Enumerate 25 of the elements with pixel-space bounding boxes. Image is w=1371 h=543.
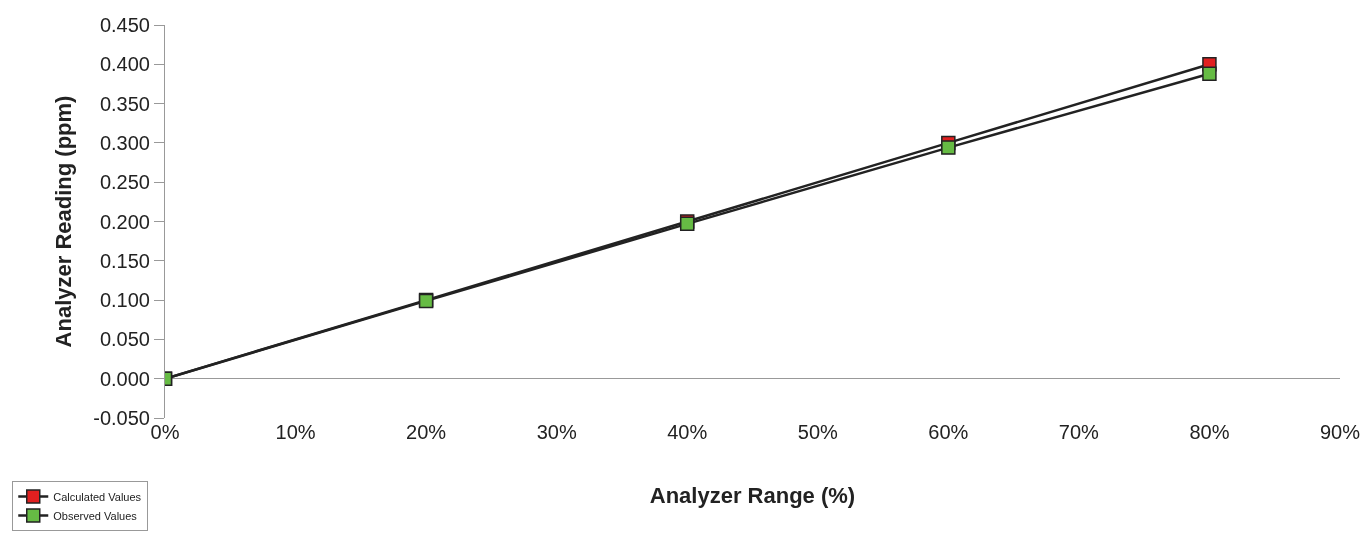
x-tick-label: 0% [150,421,180,443]
y-tick-label: 0.350 [99,92,150,115]
x-tick-label: 30% [536,421,577,443]
legend-label: Calculated Values [53,490,142,503]
y-tick-label: 0.300 [99,131,150,154]
x-tick-label: 90% [1319,421,1361,443]
y-tick-label: -0.050 [93,407,150,429]
y-axis-title: Analyzer Reading (ppm) [51,95,77,348]
x-tick-label: 70% [1058,421,1100,443]
y-tick-label: 0.000 [99,367,150,390]
legend-label: Observed Values [53,509,138,522]
y-tick-label: 0.450 [99,14,150,36]
x-tick-label: 60% [928,421,969,443]
x-tick-label: 10% [275,421,316,443]
y-tick-label: 0.100 [99,289,150,312]
y-tick-label: 0.400 [99,53,150,76]
x-tick-label: 80% [1189,421,1230,443]
y-tick-label: 0.200 [99,210,150,233]
x-tick-label: 50% [797,421,839,443]
x-tick-label: 20% [406,421,447,443]
y-tick-label: 0.250 [99,171,150,194]
x-axis-title: Analyzer Range (%) [649,482,856,508]
y-tick-label: 0.050 [99,328,150,351]
y-tick-label: 0.150 [99,249,150,272]
x-tick-label: 40% [667,421,708,443]
